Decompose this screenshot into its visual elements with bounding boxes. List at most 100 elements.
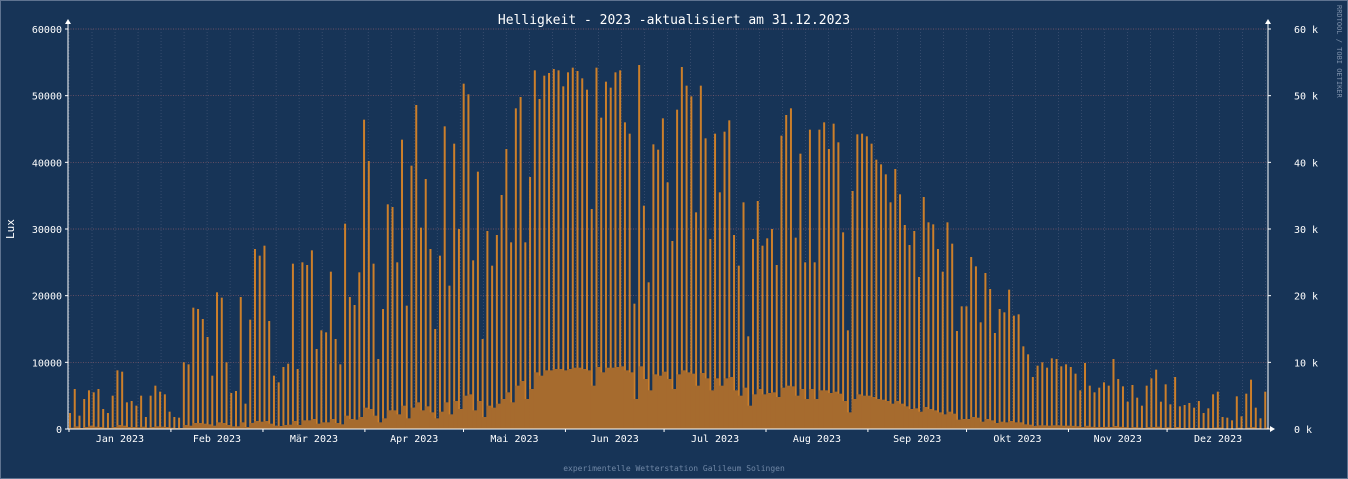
y-tick-label-right: 60 k <box>1294 25 1318 36</box>
max-bar <box>144 417 147 429</box>
mean-bar <box>192 423 198 429</box>
x-tick-label: Mär 2023 <box>290 434 338 445</box>
max-bar <box>576 71 579 429</box>
max-bar <box>562 86 565 429</box>
max-bar <box>192 307 195 429</box>
max-bar <box>1178 406 1181 429</box>
max-bar <box>486 231 489 429</box>
mean-bar <box>1250 427 1256 429</box>
max-bar <box>979 322 982 429</box>
max-bar <box>557 70 560 429</box>
max-bar <box>102 409 105 429</box>
max-bar <box>699 85 702 430</box>
mean-bar <box>310 419 316 429</box>
mean-bar <box>671 389 677 429</box>
mean-bar <box>808 389 814 429</box>
mean-bar <box>272 425 278 429</box>
mean-bar <box>159 426 165 429</box>
mean-bar <box>329 419 335 429</box>
max-bar <box>1012 315 1015 429</box>
mean-bar <box>1003 422 1009 429</box>
mean-bar <box>73 426 79 429</box>
mean-bar <box>216 422 222 429</box>
max-bar <box>794 237 797 429</box>
mean-bar <box>998 421 1004 429</box>
max-bar <box>970 257 973 429</box>
max-bar <box>623 122 626 429</box>
max-bar <box>206 337 209 429</box>
axes <box>65 19 1275 432</box>
mean-bar <box>495 403 501 429</box>
mean-bar <box>723 378 729 429</box>
max-bar <box>197 309 200 429</box>
max-bar <box>1126 401 1129 429</box>
max-bar <box>1117 379 1120 429</box>
mean-bar <box>647 390 653 429</box>
mean-bar <box>1216 427 1222 429</box>
max-bar <box>870 143 873 429</box>
mean-bar <box>353 419 359 429</box>
mean-bar <box>576 367 582 429</box>
max-bar <box>111 395 114 429</box>
mean-bar <box>377 422 383 429</box>
mean-bar <box>666 379 672 429</box>
max-bar <box>1036 365 1039 429</box>
mean-bar <box>1012 422 1018 429</box>
mean-bar <box>533 372 539 429</box>
max-bar <box>842 232 845 429</box>
max-bar <box>315 349 318 429</box>
max-bar <box>457 229 460 429</box>
max-bar <box>1112 359 1115 429</box>
mean-bar <box>756 389 762 429</box>
y-axis-label: Lux <box>4 219 17 239</box>
max-bar <box>121 371 124 429</box>
mean-bar <box>287 424 293 429</box>
max-bar <box>1017 314 1020 429</box>
max-bar <box>230 393 233 429</box>
max-bar <box>173 417 176 429</box>
mean-bar <box>1126 427 1132 429</box>
max-bar <box>178 417 181 429</box>
max-bar <box>889 202 892 429</box>
mean-bar <box>661 371 667 429</box>
mean-bar <box>970 417 976 429</box>
mean-bar <box>1093 427 1099 429</box>
max-bar <box>728 120 731 429</box>
max-bar <box>510 242 513 429</box>
mean-bar <box>875 399 881 429</box>
mean-bar <box>1069 425 1075 429</box>
mean-bar <box>253 421 260 429</box>
mean-bar <box>927 409 933 429</box>
max-bar <box>462 83 465 430</box>
max-bar <box>1140 405 1143 429</box>
max-bar <box>695 212 698 429</box>
max-bar <box>899 194 902 429</box>
max-bar <box>529 177 532 429</box>
max-bar <box>1226 417 1229 429</box>
max-bar <box>927 222 930 429</box>
max-bar <box>861 133 864 429</box>
mean-bar <box>842 401 848 429</box>
mean-bar <box>604 367 611 429</box>
max-bar <box>1145 385 1148 429</box>
max-bar <box>652 144 655 430</box>
max-bar <box>1003 312 1006 429</box>
mean-bar <box>144 427 150 429</box>
mean-bar <box>884 401 890 429</box>
max-bar <box>799 153 802 429</box>
max-bar <box>808 129 811 429</box>
mean-bar <box>652 374 658 429</box>
mean-bar <box>1188 427 1194 429</box>
mean-bar <box>870 397 876 429</box>
mean-bar <box>733 390 739 429</box>
max-bar <box>1150 378 1153 429</box>
mean-bar <box>457 409 463 429</box>
max-bar <box>1074 373 1077 429</box>
max-bar <box>1216 391 1219 429</box>
mean-bar <box>1131 427 1137 429</box>
mean-bar <box>571 367 577 429</box>
max-bar <box>714 133 717 429</box>
max-bar <box>1235 396 1238 429</box>
max-bar <box>472 260 475 429</box>
mean-bar <box>932 410 938 429</box>
